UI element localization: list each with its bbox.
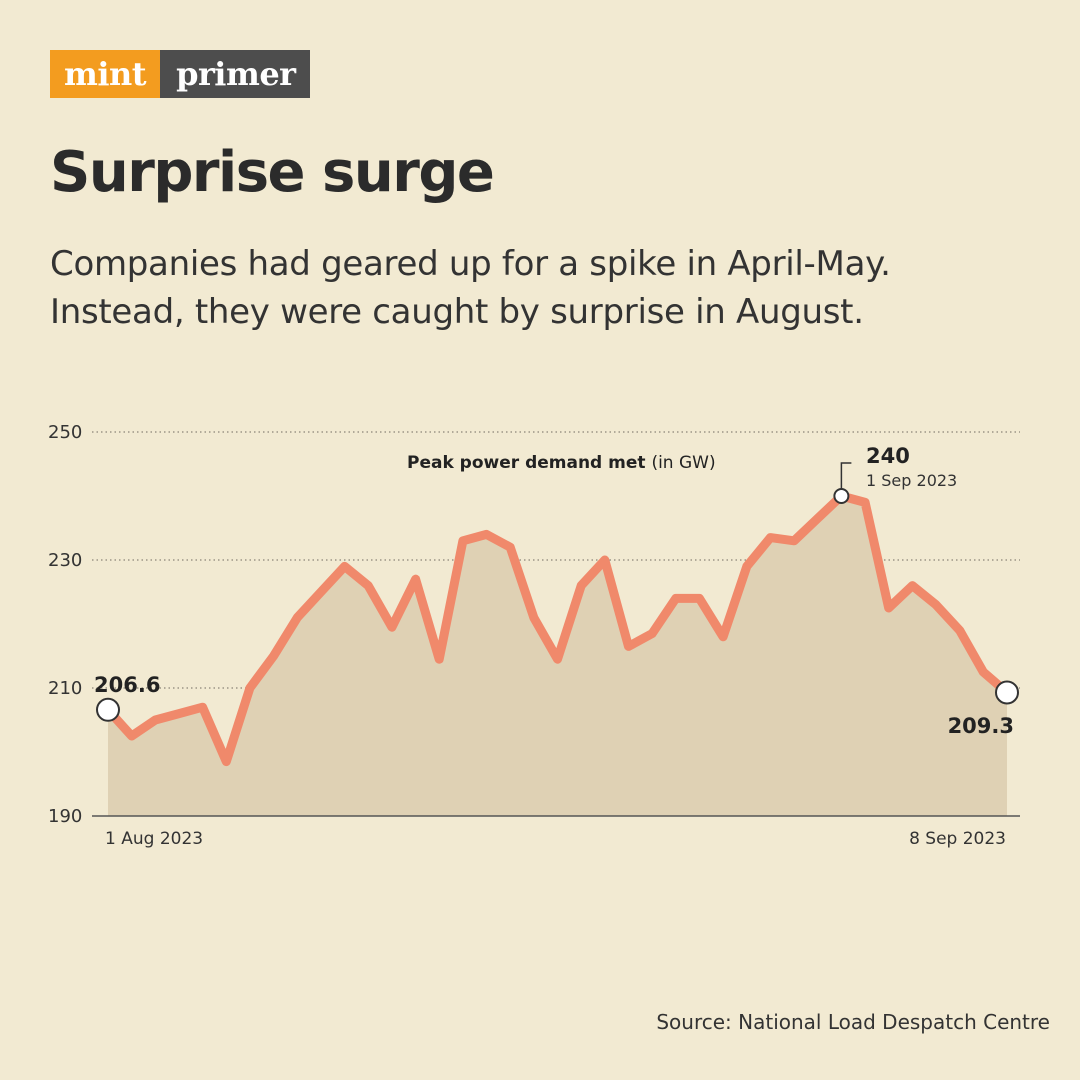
annotation-peak-value: 240	[866, 444, 910, 468]
y-tick-label-190: 190	[48, 806, 82, 827]
annotation-end-value: 209.3	[948, 714, 1014, 738]
chart-title-unit: (in GW)	[651, 453, 715, 473]
marker-peak	[834, 489, 848, 503]
source-note: Source: National Load Despatch Centre	[656, 1010, 1050, 1034]
chart-title-main: Peak power demand met	[407, 453, 651, 473]
annotation-peak-leader	[841, 463, 851, 490]
chart-title: Peak power demand met (in GW)	[407, 453, 716, 473]
y-tick-label-210: 210	[48, 678, 82, 699]
x-label-start: 1 Aug 2023	[105, 829, 203, 849]
annotation-start-value: 206.6	[94, 673, 160, 697]
y-tick-label-230: 230	[48, 550, 82, 571]
marker-end	[996, 681, 1018, 703]
marker-start	[97, 699, 119, 721]
annotation-peak-date: 1 Sep 2023	[866, 471, 957, 490]
x-label-end: 8 Sep 2023	[909, 829, 1006, 849]
y-tick-label-250: 250	[48, 422, 82, 443]
